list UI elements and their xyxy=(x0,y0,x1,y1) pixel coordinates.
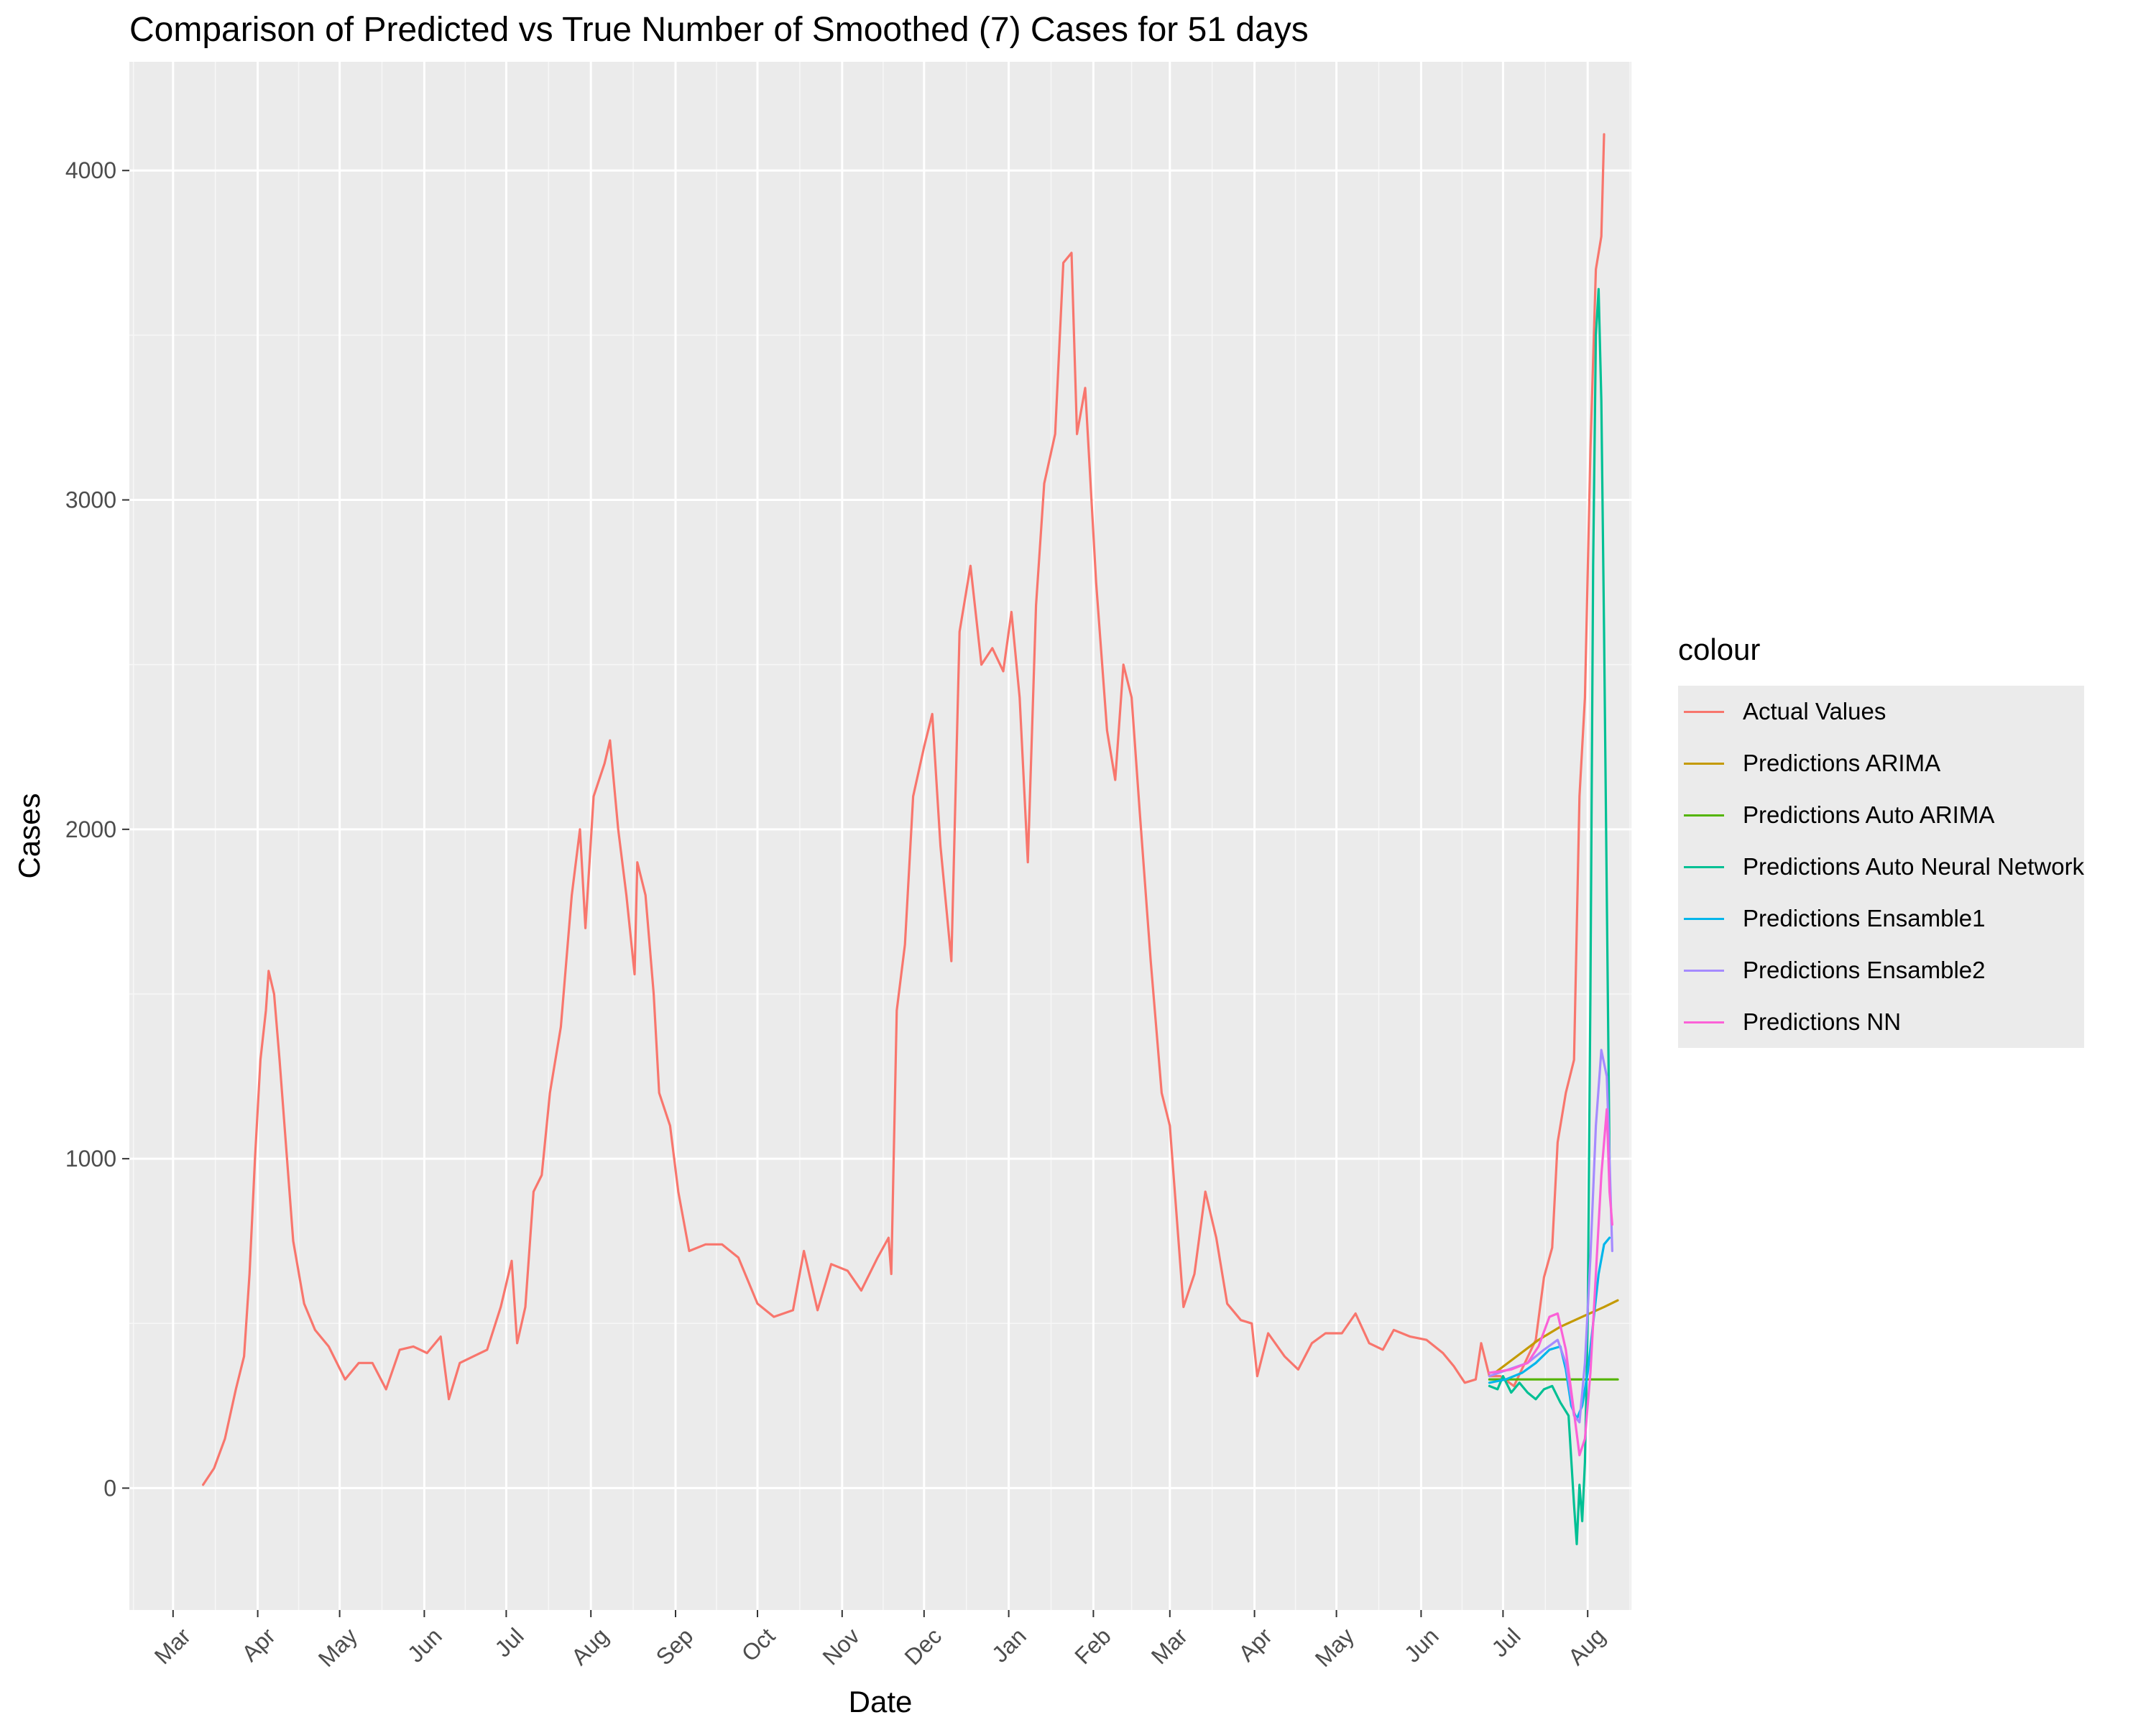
legend-item: Predictions Auto ARIMA xyxy=(1678,789,2084,841)
x-tick-label: Sep xyxy=(651,1623,699,1670)
axis-ticks xyxy=(122,170,1589,1617)
legend-label: Predictions Ensamble2 xyxy=(1743,957,1986,983)
y-axis-title: Cases xyxy=(12,793,46,878)
legend: colour Actual Values Predictions ARIMA Pre… xyxy=(1678,632,2085,1052)
legend-label: Predictions ARIMA xyxy=(1743,750,1941,776)
legend-swatch xyxy=(1678,996,1730,1048)
legend-item: Predictions ARIMA xyxy=(1678,737,2084,789)
x-tick-label: Nov xyxy=(817,1623,865,1670)
legend-swatch xyxy=(1678,686,1730,737)
x-axis-title: Date xyxy=(849,1685,913,1719)
legend-label: Actual Values xyxy=(1743,698,1886,724)
x-tick-label: May xyxy=(1310,1623,1359,1672)
x-tick-label: Jul xyxy=(489,1623,528,1662)
chart-title: Comparison of Predicted vs True Number o… xyxy=(129,11,1309,49)
y-tick-label: 4000 xyxy=(65,157,116,183)
legend-swatch xyxy=(1678,893,1730,944)
legend-item: Predictions Auto Neural Network xyxy=(1678,841,2084,893)
legend-swatch xyxy=(1678,944,1730,996)
series-line xyxy=(202,133,1606,1486)
y-tick-label: 0 xyxy=(103,1475,116,1501)
y-tick-label: 3000 xyxy=(65,487,116,513)
x-tick-label: Apr xyxy=(236,1623,280,1667)
series-line xyxy=(1488,1049,1613,1424)
x-axis-tick-labels: Mar Apr May Jun Jul Aug Sep Oct Nov Dec Jan Feb Mar A… xyxy=(149,1623,1611,1672)
legend-label: Predictions Ensamble1 xyxy=(1743,905,1986,932)
legend-swatch xyxy=(1678,789,1730,841)
legend-item: Predictions NN xyxy=(1678,996,2084,1048)
x-tick-label: Mar xyxy=(1146,1623,1193,1670)
x-tick-label: Feb xyxy=(1069,1623,1115,1669)
plot-panel xyxy=(129,62,1631,1610)
legend-label: Predictions Auto Neural Network xyxy=(1743,853,2085,880)
legend-item: Predictions Ensamble1 xyxy=(1678,893,2084,944)
series-line xyxy=(1488,1236,1611,1420)
y-tick-label: 1000 xyxy=(65,1146,116,1172)
legend-title: colour xyxy=(1678,632,1761,666)
x-tick-label: Jan xyxy=(987,1623,1031,1668)
x-tick-label: Mar xyxy=(149,1623,196,1670)
y-tick-label: 2000 xyxy=(65,816,116,842)
x-tick-label: Jul xyxy=(1486,1623,1525,1662)
legend-items: Actual Values Predictions ARIMA Prediction… xyxy=(1678,686,2085,1048)
legend-item: Actual Values xyxy=(1678,686,2084,737)
legend-swatch xyxy=(1678,737,1730,789)
x-tick-label: May xyxy=(313,1623,362,1672)
x-tick-label: Jun xyxy=(402,1623,447,1668)
legend-label: Predictions Auto ARIMA xyxy=(1743,801,1995,828)
x-tick-label: Aug xyxy=(1563,1623,1611,1670)
series-line xyxy=(1488,288,1611,1545)
legend-swatch xyxy=(1678,841,1730,893)
x-tick-label: Jun xyxy=(1399,1623,1444,1668)
minor-gridlines xyxy=(129,62,1631,1610)
y-axis-tick-labels: 0 1000 2000 3000 4000 xyxy=(65,157,116,1501)
x-tick-label: Dec xyxy=(899,1623,946,1670)
legend-label: Predictions NN xyxy=(1743,1008,1902,1035)
x-tick-label: Apr xyxy=(1233,1623,1277,1667)
legend-item: Predictions Ensamble2 xyxy=(1678,944,2084,996)
x-tick-label: Oct xyxy=(737,1623,780,1667)
x-tick-label: Aug xyxy=(566,1623,614,1670)
series-line xyxy=(1488,1108,1613,1457)
series-lines xyxy=(202,133,1619,1545)
